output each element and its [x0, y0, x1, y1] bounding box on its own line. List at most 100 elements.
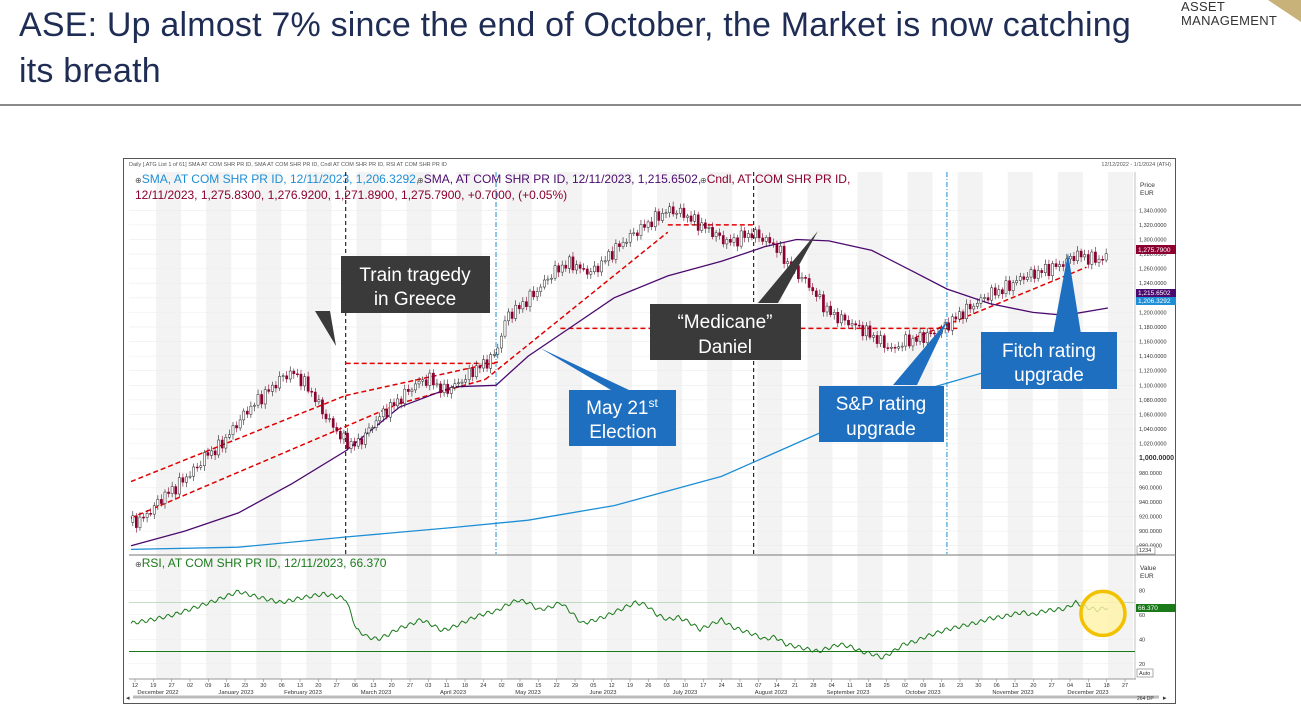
rsi-legend: ⊕RSI, AT COM SHR PR ID, 12/11/2023, 66.3… [135, 556, 387, 570]
price-tick-label: 1,260.0000 [1139, 267, 1167, 273]
candle-body [557, 265, 560, 273]
price-tick-label: 1,060.0000 [1139, 412, 1167, 418]
candle-body [825, 305, 829, 313]
last-price-tag: 1,275.7900 [1138, 247, 1171, 254]
x-tick-label: 19 [627, 683, 633, 689]
candle-body [546, 278, 550, 281]
price-chart: Daily [.ATG List 1 of 61] SMA AT COM SHR… [123, 158, 1176, 704]
candle-body [245, 410, 249, 415]
candle-body [349, 441, 353, 449]
shaded-band [206, 172, 232, 679]
candle-body [729, 239, 732, 243]
candle-body [589, 271, 593, 275]
candle-body [206, 452, 210, 456]
candle-body [721, 235, 725, 245]
candle-body [174, 486, 178, 495]
fitch-callout-line-2: upgrade [1014, 365, 1084, 386]
candle-body [1026, 276, 1029, 280]
candle-body [596, 265, 600, 273]
auto-label[interactable]: Auto [1139, 671, 1150, 677]
candle-body [439, 383, 442, 393]
x-tick-label: 11 [847, 683, 853, 689]
candle-body [786, 261, 790, 264]
candle-body [754, 229, 757, 238]
candle-body [195, 466, 199, 469]
grid [129, 209, 1135, 547]
logo: ASSET MANAGEMENT [1181, 0, 1277, 28]
price-tick-label: 1,140.0000 [1139, 354, 1167, 360]
title-rule [0, 104, 1301, 106]
candle-body [811, 287, 815, 292]
candle-body [1083, 254, 1087, 258]
price-tick-label: 1,340.0000 [1139, 208, 1167, 214]
auto-box[interactable] [1136, 668, 1154, 678]
candle-body [478, 365, 482, 369]
candle-body [142, 516, 145, 519]
price-axis-unit: EUR [1140, 190, 1154, 197]
candle-body [278, 376, 281, 389]
candle-body [1040, 270, 1044, 273]
fitch-callout-box [981, 332, 1117, 389]
candle-body [775, 243, 779, 253]
x-tick-label: 25 [884, 683, 890, 689]
candle-body [1004, 280, 1008, 294]
candle-body [764, 237, 768, 242]
candle-body [1072, 256, 1076, 261]
terminal-top-line: Daily [.ATG List 1 of 61] SMA AT COM SHR… [129, 162, 447, 168]
train-callout-pointer [315, 311, 336, 346]
candle-body [750, 233, 754, 238]
x-month-label: September 2023 [827, 690, 870, 696]
price-tick-label: 1,180.0000 [1139, 325, 1167, 331]
candle-body [893, 347, 897, 349]
candle-body [972, 305, 976, 310]
candle-body [961, 311, 965, 319]
candle-body [865, 325, 868, 337]
x-tick-label: 12 [132, 683, 138, 689]
candle-body [306, 376, 310, 392]
price-tick-label: 1,000.0000 [1139, 455, 1174, 462]
candle-body [593, 265, 596, 272]
candle-body [550, 277, 553, 280]
candle-body [353, 441, 357, 447]
rsi-tick-label: 60 [1139, 613, 1145, 619]
candle-body [432, 372, 435, 386]
scroll-right-arrow[interactable]: ▸ [1163, 695, 1167, 702]
slide-title: ASE: Up almost 7% since the end of Octob… [19, 6, 1131, 90]
rsi-tick-label: 20 [1139, 662, 1145, 668]
logo-line-1: ASSET [1181, 0, 1226, 14]
price-tick-label: 900.0000 [1139, 529, 1162, 535]
x-tick-label: 06 [352, 683, 358, 689]
candle-body [1001, 289, 1004, 294]
train-callout-line-1: Train tragedy [359, 265, 471, 286]
candle-body [424, 379, 428, 386]
candle-body [256, 394, 260, 406]
candle-body [220, 439, 224, 449]
x-tick-label: 15 [535, 683, 541, 689]
candle-body [668, 206, 671, 213]
x-tick-label: 08 [517, 683, 523, 689]
candle-body [614, 243, 618, 260]
candle-body [167, 491, 170, 494]
candle-body [664, 212, 668, 214]
x-month-label: July 2023 [673, 690, 698, 696]
scroll-left-arrow[interactable]: ◂ [126, 695, 130, 702]
election-superscript: st [648, 396, 658, 410]
price-tick-label: 960.0000 [1139, 485, 1162, 491]
candle-body [671, 206, 675, 215]
candle-body [768, 237, 772, 244]
x-tick-label: 17 [700, 683, 706, 689]
price-tick-label: 1,080.0000 [1139, 398, 1167, 404]
candle-body [235, 425, 238, 429]
candle-body [857, 324, 861, 327]
candle-body [875, 335, 879, 344]
candle-body [886, 347, 890, 349]
price-tick-label: 1,200.0000 [1139, 310, 1167, 316]
candle-body [1097, 258, 1101, 263]
candle-body [872, 335, 875, 338]
medicane-callout-pointer [758, 231, 818, 303]
candle-body [496, 347, 500, 355]
trend-line [914, 266, 1087, 339]
candle-body [1101, 258, 1104, 261]
x-tick-label: 16 [939, 683, 945, 689]
x-tick-label: 27 [1122, 683, 1128, 689]
